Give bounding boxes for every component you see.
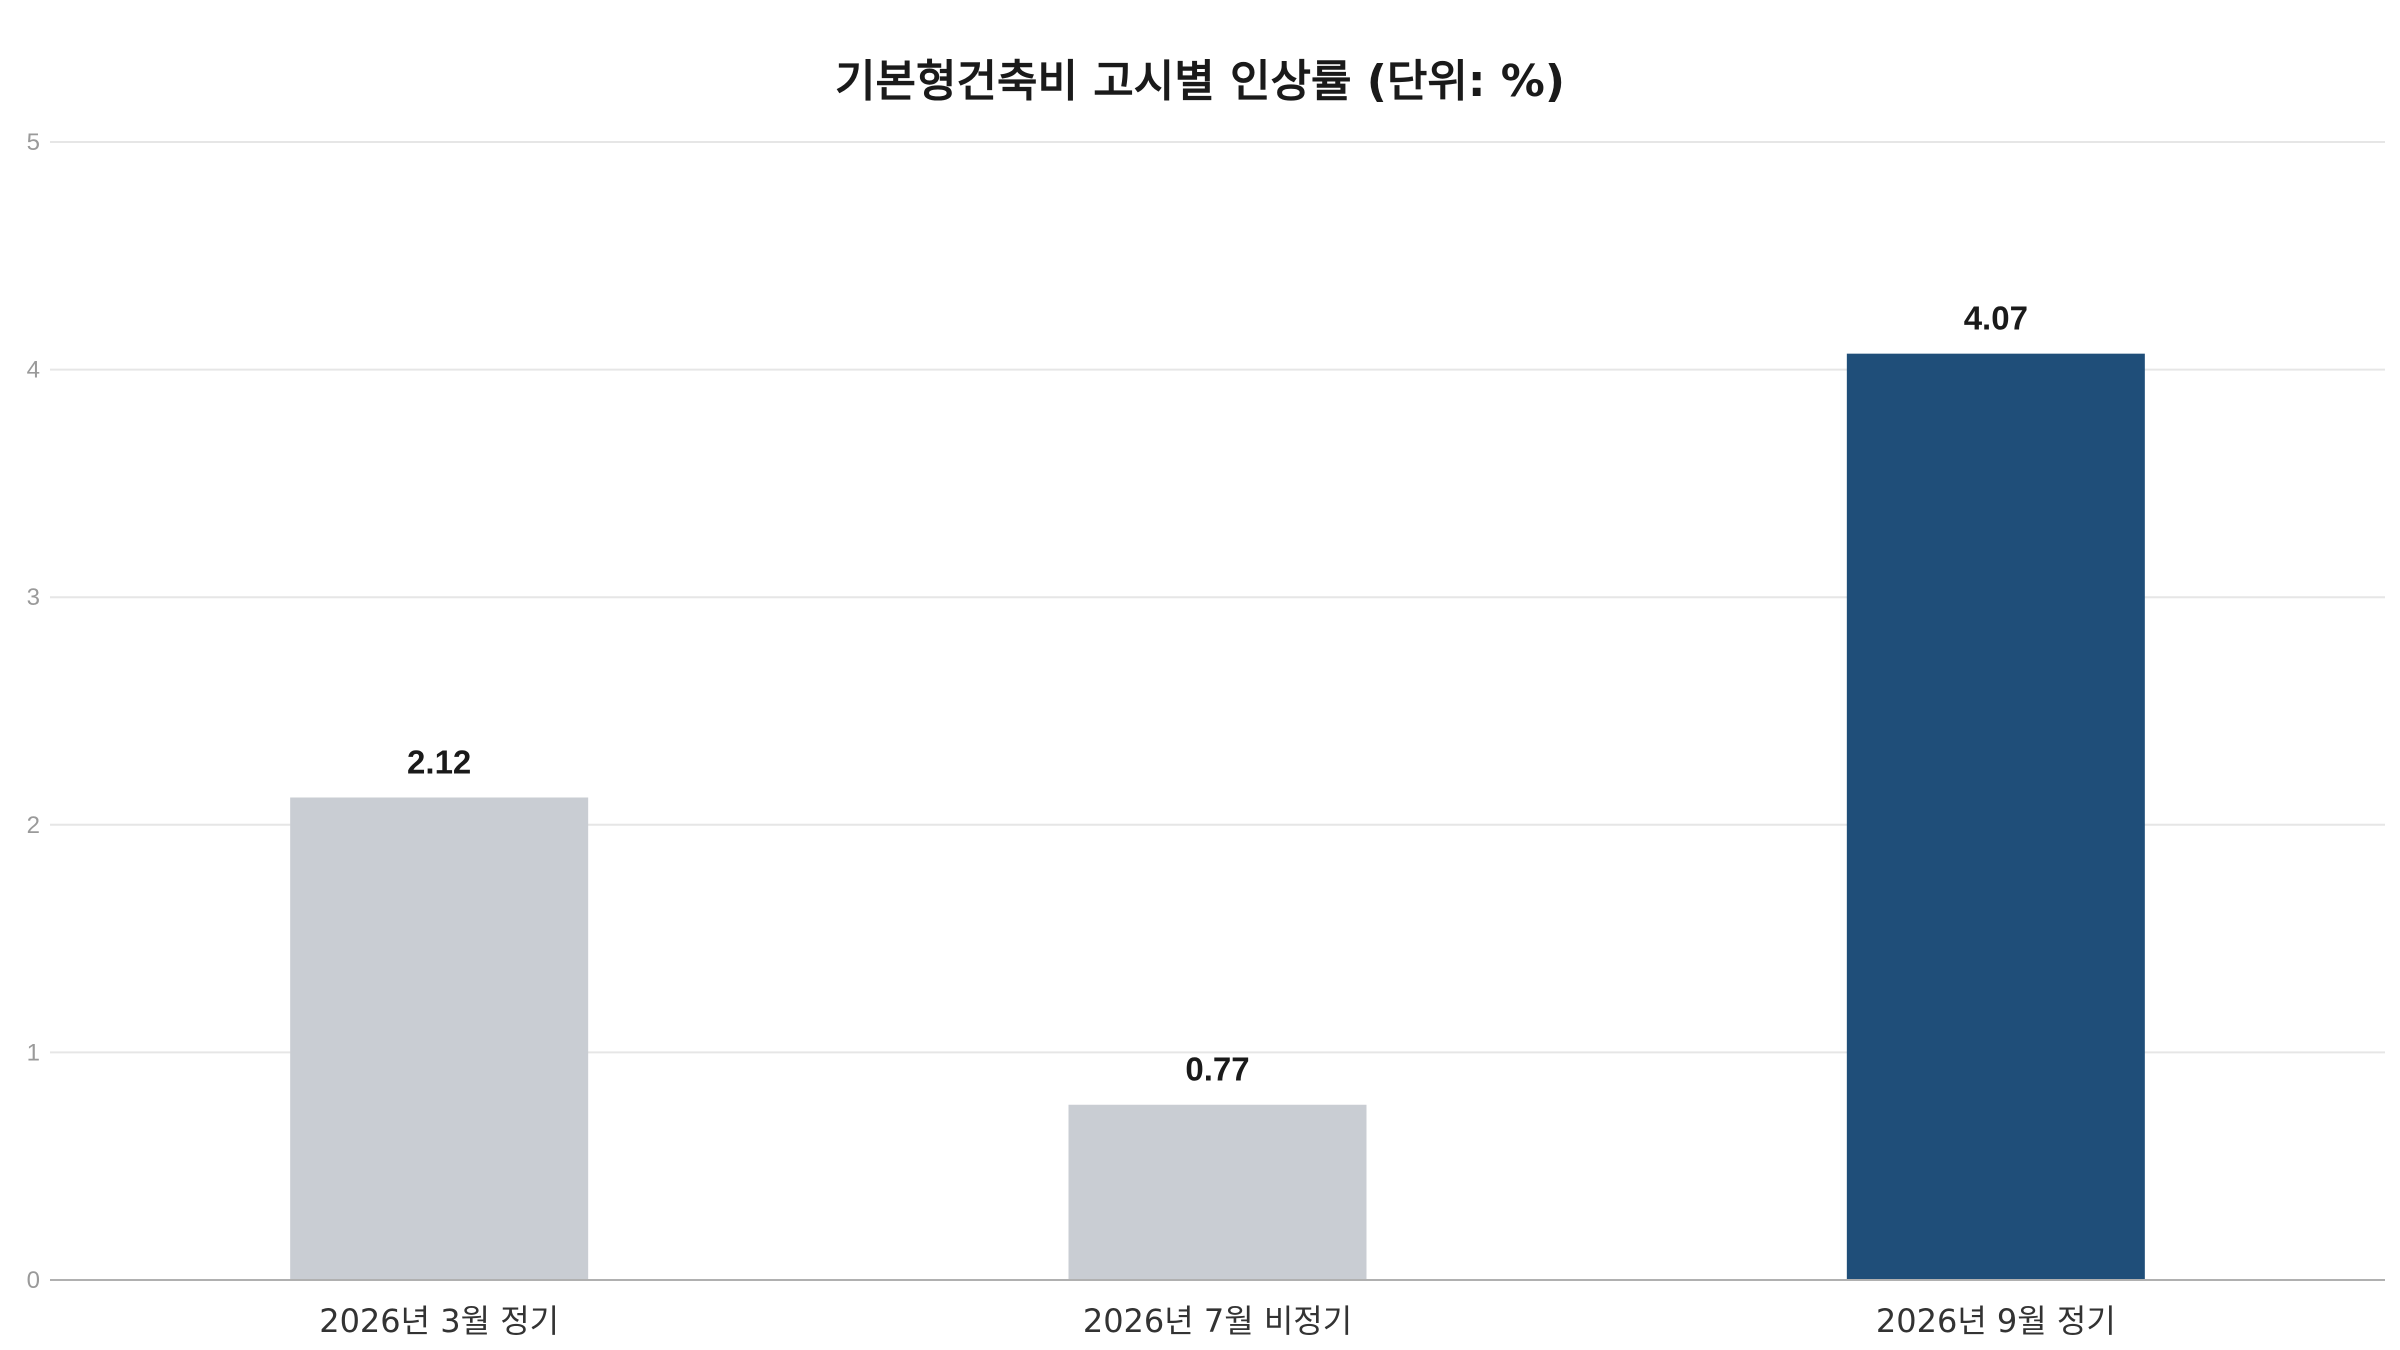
bar: [1068, 1104, 1367, 1280]
y-tick-label: 0: [27, 1267, 40, 1294]
chart-title: 기본형건축비 고시별 인상률 (단위: %): [835, 56, 1565, 107]
data-label: 4.07: [1964, 300, 2028, 337]
x-tick-label: 2026년 3월 정기: [319, 1302, 559, 1340]
y-tick-label: 2: [27, 812, 40, 839]
y-tick-label: 4: [27, 357, 40, 384]
y-tick-label: 1: [27, 1039, 40, 1066]
bar: [1846, 353, 2145, 1281]
x-tick-label: 2026년 7월 비정기: [1083, 1302, 1352, 1340]
x-axis-ticks: 2026년 3월 정기 2026년 7월 비정기 2026년 9월 정기: [319, 1302, 2116, 1340]
data-label: 2.12: [407, 743, 471, 780]
data-labels: 2.12 0.77 4.07: [407, 300, 2028, 1088]
y-tick-label: 3: [27, 584, 40, 611]
data-label: 0.77: [1185, 1051, 1249, 1088]
x-tick-label: 2026년 9월 정기: [1876, 1302, 2116, 1340]
y-tick-label: 5: [27, 129, 40, 156]
bar: [290, 797, 589, 1280]
y-axis-ticks: 0 1 2 3 4 5: [27, 129, 40, 1294]
bars: [290, 353, 2145, 1281]
